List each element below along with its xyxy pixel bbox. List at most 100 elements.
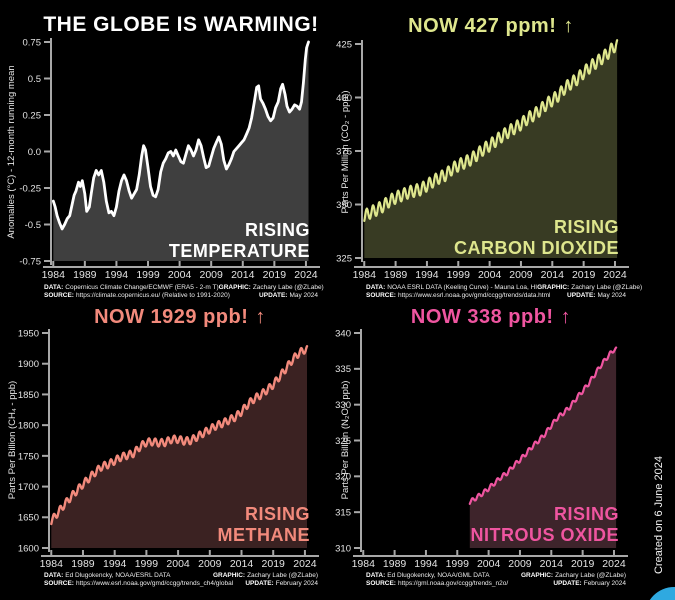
x-tick-label: 1989 [73,269,97,281]
watermark-line: NITROUS OXIDE [470,524,619,545]
x-tick-label: 1989 [383,558,407,570]
source-credit: SOURCE: https://gml.noaa.gov/ccgg/trends_… [366,580,509,588]
x-tick-label: 1994 [103,558,127,570]
x-tick-label: 1999 [447,269,471,281]
y-tick-label: 1700 [18,482,39,493]
x-tick-label: 2014 [541,269,565,281]
source-credit: SOURCE: https://www.esrl.noaa.gov/gmd/ccg… [366,292,551,300]
y-tick-label: 1750 [18,451,39,462]
x-tick-label: 2014 [230,558,254,570]
y-tick-label: -0.5 [25,220,41,231]
x-tick-label: 2009 [508,558,532,570]
x-tick-label: 2009 [509,269,533,281]
watermark-line: RISING [244,219,310,240]
x-tick-label: 2024 [293,558,317,570]
update-credit: UPDATE: February 2024 [245,580,318,588]
source-credit: SOURCE: https://www.esrl.noaa.gov/gmd/ccg… [44,580,234,588]
x-tick-label: 2004 [477,558,501,570]
x-tick-label: 2024 [603,269,627,281]
nitrous-oxide-area [469,347,617,548]
co2-now-text: NOW 427 ppm! [408,15,557,37]
up-arrow-icon: ↑ [560,306,572,328]
graphic-credit: GRAPHIC: Zachary Labe (@ZLabe) [212,572,318,579]
n2o-now-label: NOW 338 ppb! ↑ [361,306,621,329]
x-tick-label: 2019 [263,269,287,281]
x-tick-label: 2004 [168,269,192,281]
x-tick-label: 2004 [478,269,502,281]
x-tick-label: 1984 [42,269,66,281]
x-tick-label: 1999 [135,558,159,570]
update-credit: UPDATE: May 2024 [567,292,626,300]
y-tick-label: 0.75 [23,37,42,48]
x-tick-label: 1999 [446,558,470,570]
y-tick-label: 310 [335,543,351,554]
y-tick-label: 1950 [18,328,39,339]
y-tick-label: 1650 [18,513,39,524]
data-credit: DATA: Copernicus Climate Change/ECMWF (ER… [44,284,219,291]
y-tick-label: 375 [336,146,352,157]
temperature-y-axis-label: Anomalies (°C) - 12-month running mean [6,65,17,239]
watermark-line: TEMPERATURE [168,240,310,261]
creation-date-note: Created on 6 June 2024 [653,455,665,575]
x-tick-label: 2019 [262,558,286,570]
data-credit: DATA: Ed Dlugokencky, NOAA/ESRL DATA [44,572,171,579]
rising-co2-watermark: RISING CARBON DIOXIDE [454,217,619,259]
methane-now-label: NOW 1929 ppb! ↑ [40,306,320,329]
up-arrow-icon: ↑ [563,15,574,37]
methane-credits: DATA: Ed Dlugokencky, NOAA/ESRL DATA GRAP… [44,572,318,588]
source-credit: SOURCE: https://climate.copernicus.eu/ (R… [44,292,230,300]
watermark-line: RISING [553,216,619,237]
graphic-credit: GRAPHIC: Zachary Labe (@ZLabe) [520,572,626,579]
n2o-y-axis-label: Parts Per Billion (N₂O - ppb) [340,380,351,500]
y-tick-label: 335 [335,364,351,375]
y-tick-label: -0.75 [19,256,41,267]
methane-line [50,345,309,526]
watermark-line: RISING [244,503,310,524]
y-tick-label: 400 [336,93,352,104]
y-tick-label: 1800 [18,421,39,432]
y-tick-label: 320 [335,472,351,483]
watermark-line: RISING [553,503,619,524]
y-tick-label: 1850 [18,390,39,401]
y-tick-label: -0.25 [19,183,41,194]
up-arrow-icon: ↑ [255,306,266,328]
x-tick-label: 1994 [414,558,438,570]
y-tick-label: 0.25 [23,110,42,121]
x-tick-label: 2009 [198,558,222,570]
x-tick-label: 1999 [136,269,160,281]
graphic-credit: GRAPHIC: Zachary Labe (@ZLabe) [218,284,324,291]
x-tick-label: 1989 [384,269,408,281]
y-tick-label: 340 [335,328,351,339]
y-tick-label: 1600 [18,543,39,554]
temperature-title: THE GLOBE IS WARMING! [40,13,322,37]
temperature-title-text: THE GLOBE IS WARMING! [43,13,319,36]
y-tick-label: 325 [335,436,351,447]
y-tick-label: 425 [336,39,352,50]
graphic-credit: GRAPHIC: Zachary Labe (@ZLabe) [537,284,643,291]
update-credit: UPDATE: May 2024 [259,292,318,300]
y-tick-label: 350 [336,200,352,211]
data-credit: DATA: Ed Dlugokencky, NOAA/GML DATA [366,572,490,579]
rising-n2o-watermark: RISING NITROUS OXIDE [470,504,619,546]
carbon-dioxide-line [363,39,619,222]
x-tick-label: 1989 [71,558,95,570]
x-tick-label: 2019 [571,558,595,570]
x-tick-label: 2019 [572,269,596,281]
n2o-now-text: NOW 338 ppb! [410,306,554,328]
x-tick-label: 1984 [353,269,377,281]
co2-y-axis-label: Parts Per Million (CO₂ - ppm) [340,90,351,214]
methane-now-text: NOW 1929 ppb! [94,306,249,328]
co2-now-label: NOW 427 ppm! ↑ [361,15,621,38]
nitrous-oxide-line [468,346,618,505]
x-tick-label: 1994 [415,269,439,281]
methane-area [51,346,307,548]
y-tick-label: 0.0 [28,147,41,158]
y-tick-label: 325 [336,253,352,264]
rising-methane-watermark: RISING METHANE [218,504,311,546]
x-tick-label: 2014 [231,269,255,281]
x-tick-label: 1984 [40,558,64,570]
